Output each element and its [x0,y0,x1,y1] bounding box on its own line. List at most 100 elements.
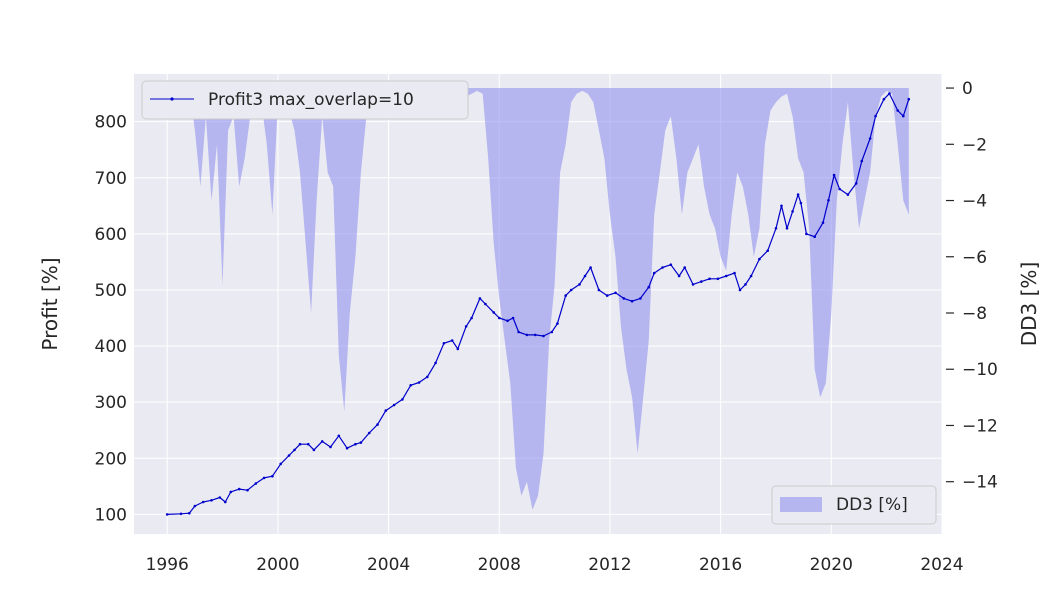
profit-point [550,330,554,334]
profit-point [279,462,283,466]
x-tick-label: 2004 [367,555,410,575]
y2-tick-label: −12 [962,416,998,436]
profit-point [542,334,545,338]
profit-point [484,302,487,306]
profit-point [785,227,789,230]
profit-point [605,294,609,297]
y2-axis-label: DD3 [%] [1017,262,1041,347]
y-tick-label: 700 [95,169,127,189]
profit-point [229,490,233,494]
profit-point [426,375,429,379]
profit-point [262,476,266,480]
profit-point [287,454,291,457]
profit-point [630,299,634,303]
profit-point [647,285,650,289]
profit-point [345,446,349,450]
profit-point [464,325,468,328]
profit-point [882,97,886,101]
profit-point [700,280,703,283]
profit-point [533,333,537,337]
y-tick-label: 100 [95,505,127,525]
profit-point [312,448,316,452]
profit-point [827,198,830,202]
y2-tick-label: −2 [962,135,987,155]
legend-profit-marker [170,97,174,101]
profit-point [578,283,581,286]
profit-point [506,319,509,323]
profit-point [805,232,808,236]
y2-tick-label: −8 [962,304,987,324]
y2-tick-label: −14 [962,473,998,493]
profit-line-layer [165,92,911,516]
profit-point [517,330,520,334]
profit-point [569,288,573,292]
profit-point [401,398,404,401]
y2-tick-label: −6 [962,248,987,268]
profit-point [201,500,205,504]
profit-point [293,448,296,452]
profit-point [434,361,437,365]
profit-point [525,333,529,337]
profit-point [442,342,446,345]
profit-point [733,271,736,275]
y2-tick-label: −4 [962,192,987,212]
profit-point [456,347,460,351]
legend-drawdown-swatch [780,497,822,512]
profit-point [874,114,877,118]
profit-line [167,93,910,515]
profit-point [556,322,559,325]
profit-point [846,193,850,196]
x-tick-label: 2024 [920,555,963,575]
y-axis-label: Profit [%] [38,257,62,350]
profit-point [868,137,872,140]
profit-point [307,442,310,446]
profit-point [799,201,803,205]
profit-point [821,221,825,224]
profit-point [246,488,249,492]
profit-point [188,511,191,515]
profit-point [614,291,617,295]
profit-point [683,266,686,269]
profit-point [359,441,363,444]
profit-point [354,442,357,446]
y-tick-label: 300 [95,393,127,413]
profit-point [498,316,501,320]
profit-point [417,381,421,384]
profit-point [384,409,388,412]
profit-point [774,227,778,230]
profit-point [888,92,891,95]
profit-point [409,384,413,387]
legend-profit: Profit3 max_overlap=10 [141,80,469,120]
profit-point [907,97,911,101]
profit-point [320,440,324,443]
profit-point [564,294,567,297]
profit-point [492,311,496,314]
profit-point [165,513,169,516]
x-tick-label: 2000 [256,555,299,575]
profit-point [622,297,626,300]
legend-profit-box [141,80,469,120]
profit-point [766,249,769,252]
profit-point [652,271,656,275]
y-tick-label: 400 [95,337,127,357]
profit-point [691,283,695,286]
profit-point [669,263,673,267]
profit-point [902,114,905,118]
profit-point [597,288,601,292]
profit-point [298,442,302,446]
profit-point [218,496,222,499]
profit-point [854,182,858,185]
profit-point [179,512,183,516]
profit-point [367,431,371,435]
x-tick-label: 2020 [810,555,853,575]
y2-tick-label: −10 [962,360,998,380]
profit-point [470,316,473,320]
profit-point [860,159,864,163]
profit-point [478,297,482,300]
x-tick-label: 1996 [146,555,189,575]
profit-point [224,500,227,504]
profit-point [749,274,753,278]
drawdown-area-layer [167,88,909,510]
profit-point [716,277,720,281]
